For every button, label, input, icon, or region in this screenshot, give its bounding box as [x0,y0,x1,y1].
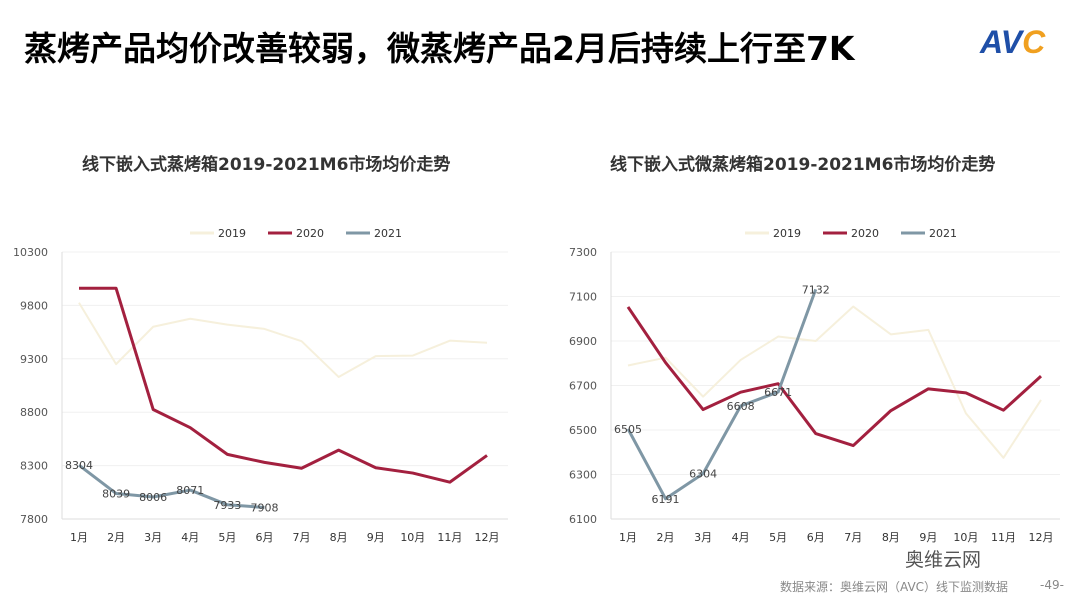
legend-label-2021: 2021 [374,227,402,240]
series-line-2021 [626,288,818,501]
x-tick-label: 1月 [619,531,637,544]
x-tick-label: 5月 [769,531,787,544]
series-line-2020 [626,306,1043,448]
series-line-2019 [78,302,488,378]
avc-logo: AVC [980,24,1046,60]
data-label: 7132 [802,283,830,296]
x-tick-label: 12月 [475,531,500,544]
page-title: 蒸烤产品均价改善较弱，微蒸烤产品2月后持续上行至7K [24,29,855,68]
legend-label-2019: 2019 [773,227,801,240]
y-tick-label: 8300 [20,460,48,473]
x-tick-label: 10月 [400,531,425,544]
x-tick-label: 4月 [181,531,199,544]
wechat-watermark: 奥维云网 [905,549,982,571]
y-tick-label: 8800 [20,406,48,419]
x-tick-label: 10月 [953,531,978,544]
series-line-2021 [78,463,265,509]
x-tick-label: 9月 [367,531,385,544]
x-tick-label: 1月 [70,531,88,544]
data-label: 7933 [213,499,241,512]
legend-label-2020: 2020 [296,227,324,240]
legend-label-2020: 2020 [851,227,879,240]
x-tick-label: 6月 [807,531,825,544]
y-tick-label: 7100 [569,291,597,304]
y-tick-label: 6300 [569,469,597,482]
x-tick-label: 4月 [732,531,750,544]
data-label: 7908 [250,501,278,514]
y-tick-label: 10300 [13,246,48,259]
x-tick-label: 2月 [657,531,675,544]
legend-label-2019: 2019 [218,227,246,240]
x-tick-label: 5月 [218,531,236,544]
y-tick-label: 6100 [569,513,597,526]
x-tick-label: 7月 [293,531,311,544]
data-label: 6191 [652,493,680,506]
x-tick-label: 7月 [844,531,862,544]
x-tick-label: 3月 [694,531,712,544]
data-label: 6304 [689,468,717,481]
data-label: 6671 [764,386,792,399]
data-source: 数据来源：奥维云网（AVC）线下监测数据 [780,580,1009,594]
x-tick-label: 9月 [919,531,937,544]
x-tick-label: 11月 [991,531,1016,544]
series-line-2019 [627,305,1042,459]
y-tick-label: 6700 [569,380,597,393]
series-line-2020 [79,286,488,484]
data-label: 6505 [614,423,642,436]
y-tick-label: 6500 [569,424,597,437]
x-tick-label: 8月 [882,531,900,544]
legend-label-2021: 2021 [929,227,957,240]
data-label: 8039 [102,487,130,500]
page-number: -49- [1040,578,1064,592]
data-label: 8304 [65,459,93,472]
x-tick-label: 8月 [330,531,348,544]
chart-title-left: 线下嵌入式蒸烤箱2019-2021M6市场均价走势 [82,155,451,175]
data-label: 8071 [176,484,204,497]
data-label: 6608 [727,400,755,413]
chart-title-right: 线下嵌入式微蒸烤箱2019-2021M6市场均价走势 [610,155,996,175]
x-tick-label: 6月 [255,531,273,544]
y-tick-label: 9800 [20,299,48,312]
y-tick-label: 9300 [20,353,48,366]
x-tick-label: 2月 [107,531,125,544]
y-tick-label: 7300 [569,246,597,259]
y-tick-label: 7800 [20,513,48,526]
x-tick-label: 12月 [1029,531,1054,544]
x-tick-label: 11月 [437,531,462,544]
data-label: 8006 [139,491,167,504]
x-tick-label: 3月 [144,531,162,544]
y-tick-label: 6900 [569,335,597,348]
